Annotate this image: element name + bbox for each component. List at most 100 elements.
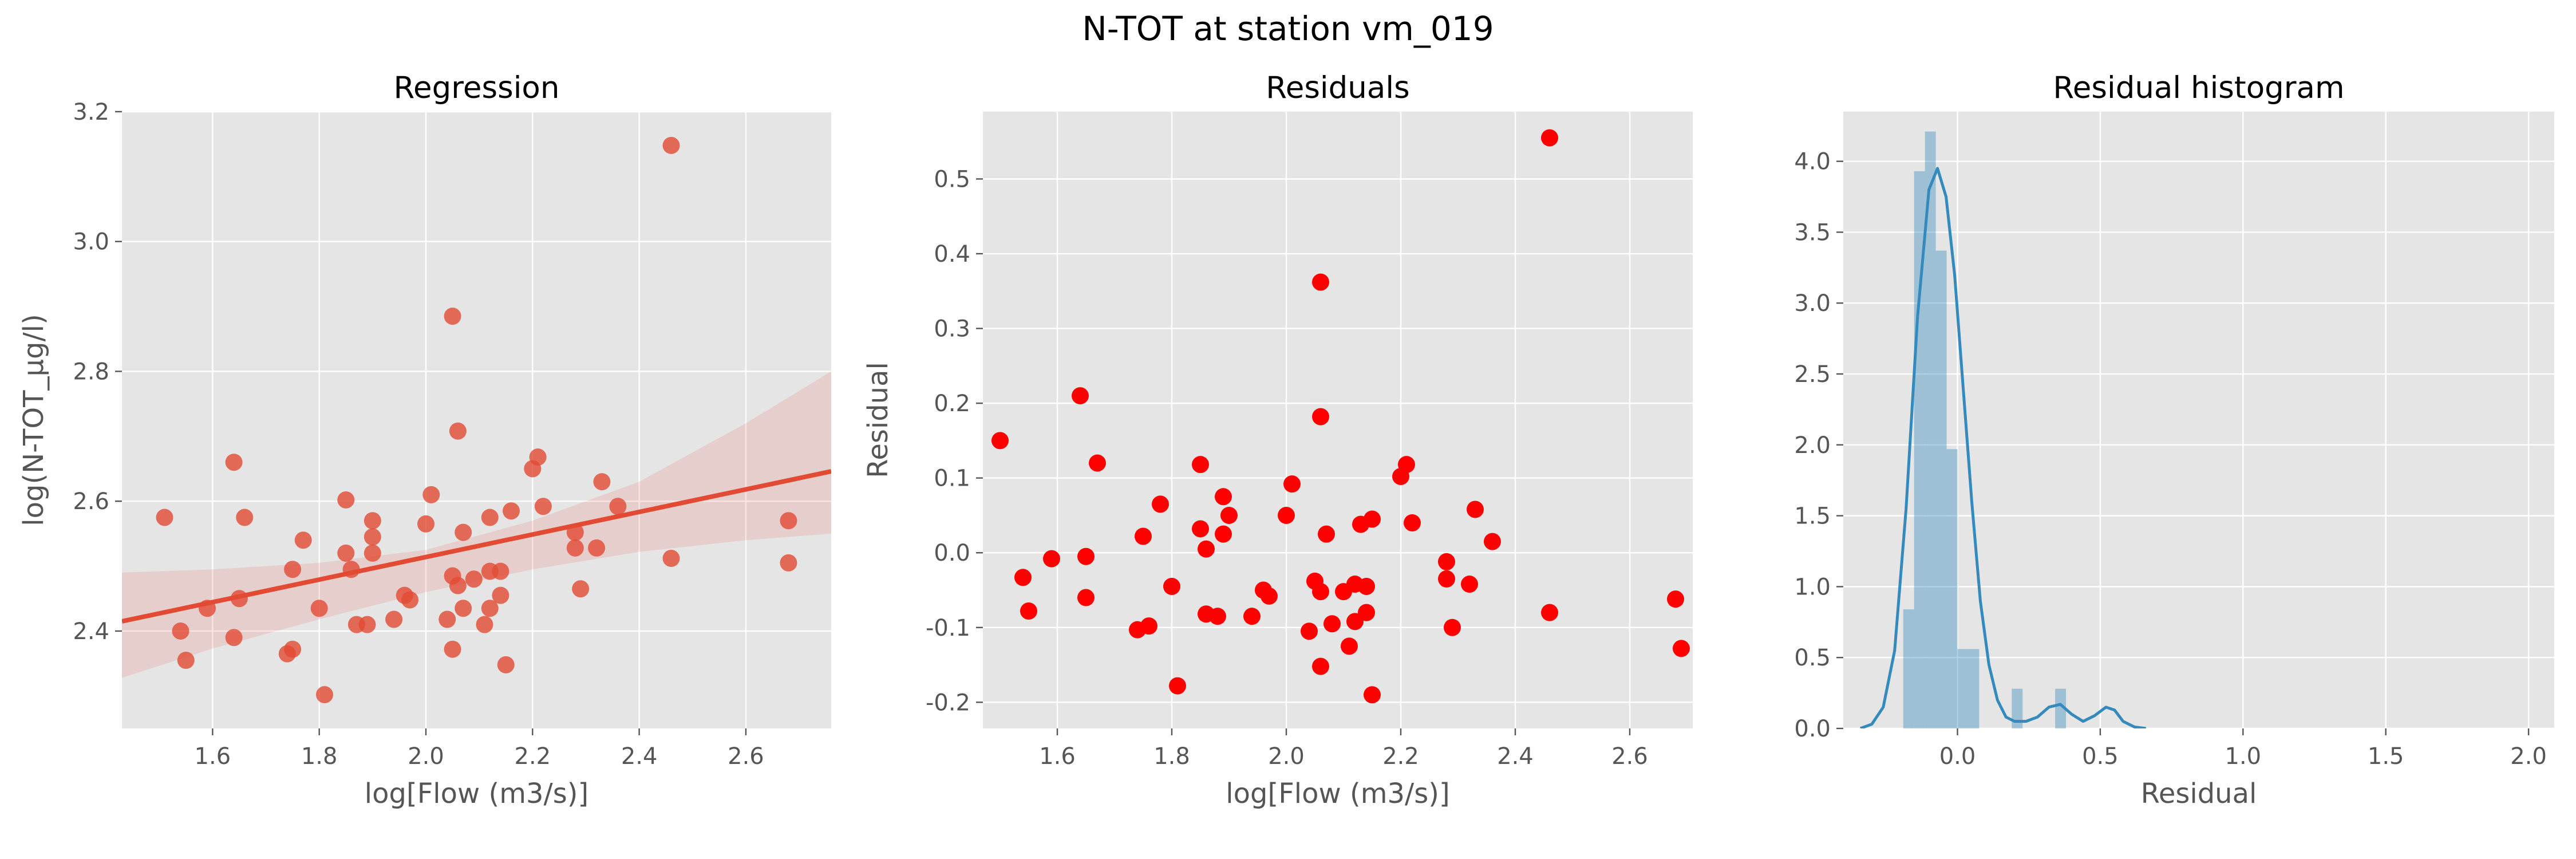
data-point bbox=[503, 502, 520, 520]
data-point bbox=[1541, 604, 1558, 621]
data-point bbox=[1484, 533, 1501, 550]
data-point bbox=[1152, 495, 1169, 513]
data-point bbox=[1312, 408, 1329, 425]
data-point bbox=[1020, 602, 1037, 620]
data-point bbox=[294, 531, 312, 549]
chart-title: Residual histogram bbox=[2053, 70, 2344, 105]
chart-title: Regression bbox=[394, 70, 560, 105]
y-tick-label: 0.0 bbox=[1794, 716, 1831, 742]
histogram-bar bbox=[1903, 609, 1914, 728]
data-point bbox=[230, 590, 248, 608]
data-point bbox=[1140, 617, 1157, 635]
data-point bbox=[1283, 475, 1301, 493]
y-tick-label: 0.5 bbox=[934, 166, 970, 192]
y-tick-label: 4.0 bbox=[1794, 149, 1831, 175]
x-tick-label: 2.2 bbox=[1382, 743, 1419, 770]
data-point bbox=[566, 539, 584, 557]
data-point bbox=[342, 561, 360, 578]
x-tick-label: 2.0 bbox=[408, 743, 444, 770]
data-point bbox=[449, 422, 467, 440]
data-point bbox=[1198, 540, 1215, 558]
data-point bbox=[1163, 577, 1180, 595]
data-point bbox=[1043, 550, 1060, 568]
data-point bbox=[566, 523, 584, 541]
y-tick-label: 1.5 bbox=[1794, 503, 1831, 530]
data-point bbox=[1192, 520, 1209, 538]
data-point bbox=[1089, 454, 1106, 472]
data-point bbox=[1358, 577, 1375, 595]
x-tick-label: 1.5 bbox=[2368, 743, 2404, 770]
data-point bbox=[385, 610, 403, 628]
y-tick-label: 2.0 bbox=[1794, 432, 1831, 459]
data-point bbox=[1077, 589, 1095, 606]
x-tick-label: 2.0 bbox=[2510, 743, 2547, 770]
data-point bbox=[1404, 514, 1421, 531]
data-point bbox=[1215, 488, 1232, 506]
histogram-bar bbox=[2012, 688, 2023, 728]
kde-curve bbox=[1860, 167, 2147, 728]
data-point bbox=[1323, 615, 1341, 633]
data-point bbox=[455, 523, 472, 541]
data-point bbox=[609, 498, 627, 515]
y-tick-label: 0.2 bbox=[934, 391, 970, 417]
data-point bbox=[364, 528, 381, 546]
x-tick-label: 2.0 bbox=[1268, 743, 1305, 770]
data-point bbox=[225, 454, 243, 471]
data-point bbox=[172, 622, 189, 640]
data-point bbox=[417, 515, 434, 533]
data-point bbox=[1318, 525, 1335, 543]
histogram-bar bbox=[1925, 131, 1936, 728]
chart-panel-2: 1.6 1.8 2.0 2.2 2.4 2.6 -0.2 -0.1 0.0 0.1 0.2 0.3 0.… bbox=[862, 70, 1693, 810]
data-point bbox=[1398, 456, 1415, 474]
data-point bbox=[492, 586, 509, 604]
y-tick-label: 2.8 bbox=[73, 358, 109, 385]
data-point bbox=[593, 473, 611, 491]
data-point bbox=[1014, 569, 1032, 586]
y-tick-label: 0.0 bbox=[934, 540, 970, 566]
histogram-bar bbox=[1935, 250, 1947, 728]
y-tick-label: 3.2 bbox=[73, 99, 109, 125]
y-tick-label: 3.0 bbox=[73, 229, 109, 255]
data-point bbox=[364, 544, 381, 562]
data-point bbox=[780, 512, 797, 530]
data-point bbox=[1192, 456, 1209, 474]
plot-area bbox=[991, 129, 1690, 704]
data-point bbox=[1461, 576, 1478, 593]
data-point bbox=[476, 616, 493, 633]
y-tick-label: -0.2 bbox=[926, 689, 970, 716]
x-axis-label: Residual bbox=[2141, 778, 2257, 810]
y-tick-label: 2.4 bbox=[73, 618, 109, 645]
data-point bbox=[991, 432, 1009, 450]
data-point bbox=[422, 486, 440, 503]
data-point bbox=[1438, 553, 1455, 570]
data-point bbox=[1312, 657, 1329, 675]
data-point bbox=[1312, 273, 1329, 291]
data-point bbox=[492, 562, 509, 580]
histogram-bar bbox=[1946, 449, 1958, 728]
data-point bbox=[1278, 506, 1295, 524]
data-point bbox=[1438, 570, 1455, 588]
data-point bbox=[364, 512, 381, 530]
data-point bbox=[465, 570, 483, 588]
x-axis-label: log[Flow (m3/s)] bbox=[1226, 778, 1449, 810]
data-point bbox=[449, 577, 467, 594]
data-point bbox=[572, 580, 590, 598]
y-axis-label: Residual bbox=[862, 362, 894, 478]
data-point bbox=[337, 491, 355, 509]
data-point bbox=[438, 610, 456, 628]
y-tick-label: 0.4 bbox=[934, 241, 970, 267]
data-point bbox=[199, 600, 216, 617]
x-tick-label: 0.0 bbox=[1939, 743, 1976, 770]
chart-title: Residuals bbox=[1266, 70, 1409, 105]
plot-background bbox=[983, 112, 1693, 728]
data-point bbox=[1673, 640, 1690, 657]
data-point bbox=[444, 640, 461, 658]
y-tick-label: 3.5 bbox=[1794, 219, 1831, 246]
y-tick-label: 2.6 bbox=[73, 488, 109, 515]
data-point bbox=[1467, 501, 1484, 518]
data-point bbox=[1215, 525, 1232, 543]
data-point bbox=[534, 498, 552, 515]
data-point bbox=[1135, 527, 1152, 545]
plot-background bbox=[1843, 112, 2554, 728]
data-point bbox=[481, 509, 499, 526]
